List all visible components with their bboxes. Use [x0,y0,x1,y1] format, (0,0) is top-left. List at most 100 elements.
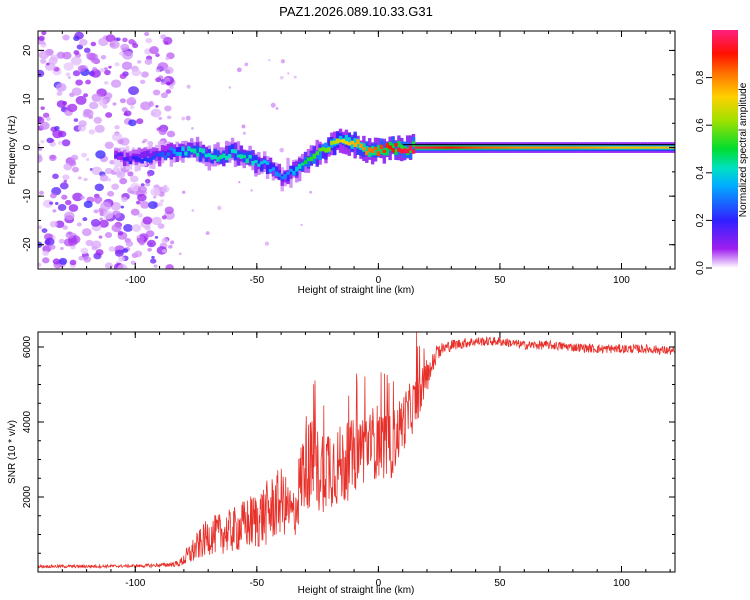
ridge-cell [642,146,646,149]
ridge-cell [525,146,529,149]
noise-speck [38,116,45,124]
ridge-cell [449,146,454,149]
noise-speck [100,55,107,60]
ridge-cell [140,158,144,163]
ridge-cell [362,146,366,158]
ridge-cell [146,150,150,157]
noise-speck [49,201,54,205]
ridge-cell [265,164,270,174]
noise-speck [117,264,128,269]
noise-speck [182,190,186,194]
ridge-cell [394,148,398,155]
noise-speck [104,231,113,238]
ridge-cell [146,158,150,163]
ridge-cell [207,153,211,157]
ridge-cell [391,148,395,153]
ridge-cell [239,154,244,159]
ridge-cell [505,146,509,149]
ridge-cell [373,146,378,151]
noise-speck [85,158,90,161]
noise-speck [151,255,155,259]
ridge-cell [481,146,486,149]
ridge-cell [493,146,497,149]
ridge-cell [586,146,591,149]
ridge-cell [595,146,599,149]
noise-speck [45,116,51,121]
noise-speck [70,56,82,66]
ridge-cell [414,146,419,149]
ridge-cell [347,142,352,146]
ridge-cell [575,146,579,149]
ridge-cell [233,153,238,161]
ridge-cell [589,146,594,149]
noise-speck [161,237,169,244]
ridge-cell [607,146,611,149]
noise-speck [241,124,246,129]
ridge-cell [534,146,538,149]
ridge-cell [233,149,238,154]
ridge-cell [382,149,387,153]
y-tick-label: 4000 [22,410,33,433]
noise-speck [98,37,109,47]
noise-speck [127,96,136,104]
noise-speck [164,105,172,112]
ridge-cell [213,155,217,160]
noise-speck [185,115,191,121]
ridge-cell [490,146,494,149]
noise-speck [69,259,77,266]
noise-speck [116,170,126,179]
noise-speck [217,205,222,211]
ridge-cell [201,148,206,154]
ridge-cell [225,155,229,161]
noise-speck [93,209,98,213]
noise-speck [50,138,55,143]
ridge-cell [324,148,328,153]
ridge-cell [309,156,314,162]
noise-speck [122,62,131,70]
x-tick-label: -100 [125,578,145,589]
noise-speck [75,79,83,86]
noise-speck [54,201,59,205]
ridge-cell [522,146,527,149]
noise-speck [64,199,72,206]
noise-speck [160,81,166,86]
ridge-cell [630,146,635,149]
noise-speck [58,238,65,244]
noise-speck [129,175,139,183]
noise-speck [142,216,153,225]
noise-speck [164,206,174,215]
noise-speck [166,130,176,138]
noise-speck [166,81,171,86]
ridge-cell [365,150,369,156]
noise-speck [78,255,84,261]
noise-speck [38,262,42,268]
ridge-cell [198,147,203,153]
ridge-cell [163,155,168,160]
noise-speck [145,182,151,187]
ridge-cell [350,140,354,149]
ridge-cell [120,153,124,157]
noise-speck [73,50,80,55]
ridge-cell [280,176,284,180]
ridge-cell [616,146,620,149]
ridge-cell [242,154,246,158]
noise-speck [181,116,186,121]
noise-speck [131,224,142,232]
noise-speck [83,200,93,209]
noise-speck [67,103,78,113]
noise-speck [136,235,141,239]
ridge-cell [268,168,273,173]
snr-plot-frame [38,332,675,572]
ridge-cell [341,139,346,143]
noise-speck [170,240,175,245]
ridge-cell [335,138,340,144]
noise-speck [92,66,98,72]
noise-speck [70,154,79,161]
ridge-cell [633,146,637,149]
ridge-cell [210,154,214,160]
noise-speck [236,67,242,73]
ridge-cell [303,160,308,165]
noise-speck [77,176,82,180]
ridge-cell [359,143,363,148]
